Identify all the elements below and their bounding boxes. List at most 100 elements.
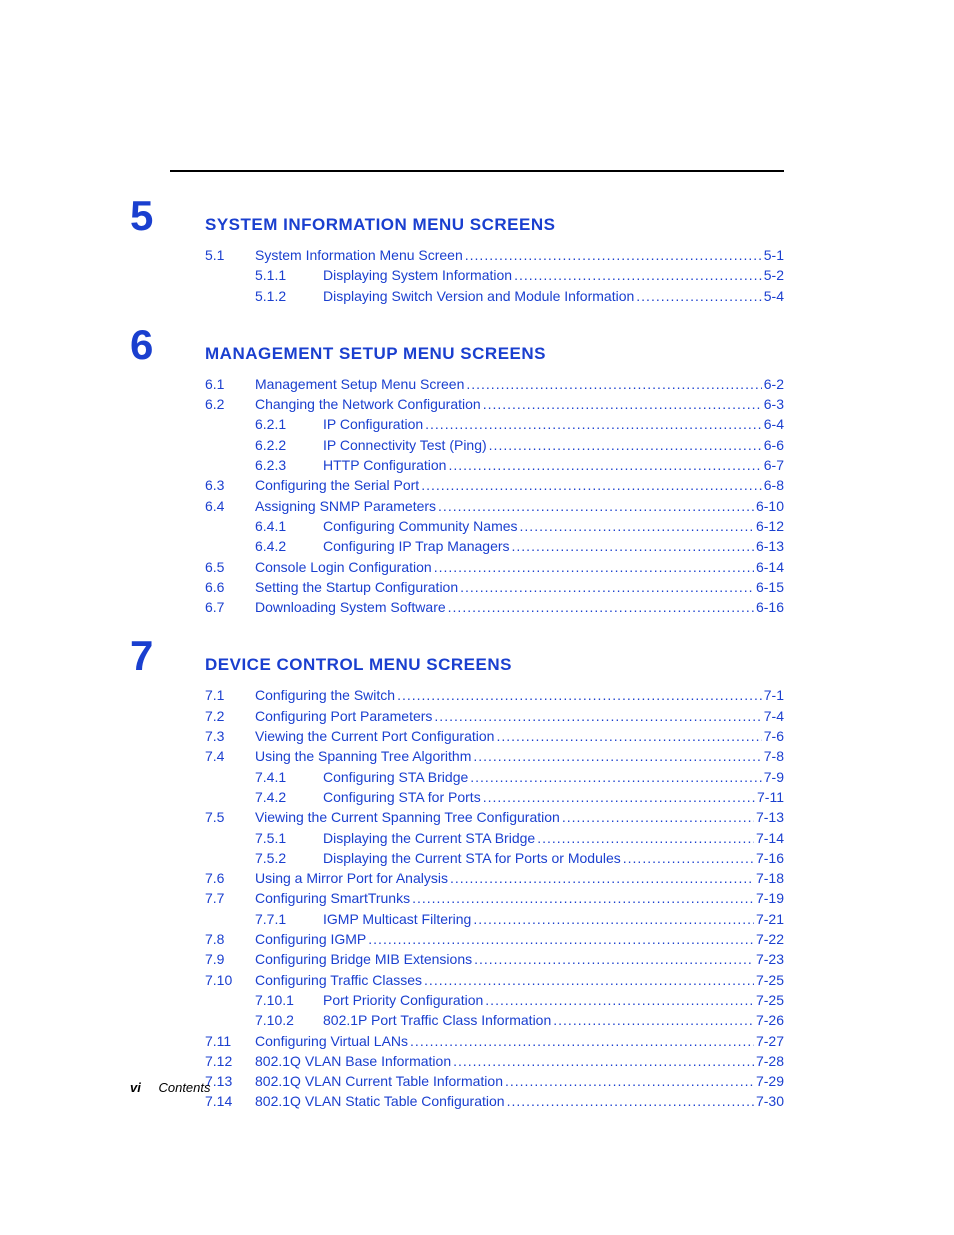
toc-leader-dots — [448, 868, 754, 888]
toc-entry[interactable]: 7.2Configuring Port Parameters7-4 — [205, 706, 784, 726]
toc-entry[interactable]: 7.4.2Configuring STA for Ports7-11 — [205, 787, 784, 807]
toc-entry-title: IP Configuration — [323, 414, 423, 434]
toc-entry-number: 6.1 — [205, 374, 255, 394]
toc-entry-number: 7.13 — [205, 1071, 255, 1091]
toc-entry[interactable]: 7.6Using a Mirror Port for Analysis7-18 — [205, 868, 784, 888]
toc-entry-number: 7.10.1 — [255, 990, 323, 1010]
toc-entry-page: 7-16 — [754, 848, 784, 868]
toc-entry-number: 6.2.2 — [255, 435, 323, 455]
toc-content: 5SYSTEM INFORMATION MENU SCREENS 5.1Syste… — [130, 195, 784, 1112]
toc-entry-page: 7-26 — [754, 1010, 784, 1030]
toc-entry[interactable]: 7.12802.1Q VLAN Base Information7-28 — [205, 1051, 784, 1071]
toc-entry[interactable]: 7.5.2Displaying the Current STA for Port… — [205, 848, 784, 868]
toc-entry[interactable]: 6.4.2Configuring IP Trap Managers6-13 — [205, 536, 784, 556]
chapter-title[interactable]: SYSTEM INFORMATION MENU SCREENS — [205, 215, 555, 235]
toc-entry-number: 7.14 — [205, 1091, 255, 1111]
toc-entry[interactable]: 7.14802.1Q VLAN Static Table Configurati… — [205, 1091, 784, 1111]
toc-entry[interactable]: 6.4.1Configuring Community Names 6-12 — [205, 516, 784, 536]
toc-entry[interactable]: 7.4Using the Spanning Tree Algorithm7-8 — [205, 746, 784, 766]
toc-entry-title: Using a Mirror Port for Analysis — [255, 868, 448, 888]
toc-entry[interactable]: 6.1Management Setup Menu Screen6-2 — [205, 374, 784, 394]
toc-entry-title: Assigning SNMP Parameters — [255, 496, 436, 516]
toc-entry-number: 7.8 — [205, 929, 255, 949]
toc-leader-dots — [395, 685, 762, 705]
toc-entry-title: Displaying System Information — [323, 265, 512, 285]
toc-entry-page: 7-30 — [754, 1091, 784, 1111]
toc-entry[interactable]: 7.8Configuring IGMP7-22 — [205, 929, 784, 949]
toc-leader-dots — [419, 475, 762, 495]
chapter-heading: 5SYSTEM INFORMATION MENU SCREENS — [130, 195, 784, 237]
toc-leader-dots — [487, 435, 762, 455]
toc-entry-number: 7.12 — [205, 1051, 255, 1071]
chapter-title[interactable]: DEVICE CONTROL MENU SCREENS — [205, 655, 512, 675]
toc-entry[interactable]: 7.9Configuring Bridge MIB Extensions7-23 — [205, 949, 784, 969]
toc-entry-number: 6.4.1 — [255, 516, 323, 536]
toc-entry[interactable]: 5.1.1Displaying System Information5-2 — [205, 265, 784, 285]
toc-entry-page: 6-3 — [762, 394, 784, 414]
toc-entry[interactable]: 7.13802.1Q VLAN Current Table Informatio… — [205, 1071, 784, 1091]
toc-leader-dots — [510, 536, 754, 556]
chapter-title[interactable]: MANAGEMENT SETUP MENU SCREENS — [205, 344, 546, 364]
toc-entry-number: 7.11 — [205, 1031, 255, 1051]
toc-entry[interactable]: 7.10.1Port Priority Configuration7-25 — [205, 990, 784, 1010]
toc-leader-dots — [468, 767, 762, 787]
toc-entry-title: Configuring STA for Ports — [323, 787, 481, 807]
toc-entry-page: 7-22 — [754, 929, 784, 949]
toc-entry-title: Using the Spanning Tree Algorithm — [255, 746, 471, 766]
toc-entry[interactable]: 7.10.2802.1P Port Traffic Class Informat… — [205, 1010, 784, 1030]
toc-entry[interactable]: 6.3Configuring the Serial Port6-8 — [205, 475, 784, 495]
toc-entry-page: 6-16 — [754, 597, 784, 617]
toc-leader-dots — [621, 848, 754, 868]
toc-entry-page: 6-10 — [754, 496, 784, 516]
chapter-block: 5SYSTEM INFORMATION MENU SCREENS 5.1Syste… — [130, 195, 784, 306]
page-footer: vi Contents — [130, 1080, 211, 1095]
toc-entry-page: 7-4 — [762, 706, 784, 726]
toc-leader-dots — [446, 597, 754, 617]
toc-entry-page: 6-12 — [754, 516, 784, 536]
toc-entry-number: 7.10 — [205, 970, 255, 990]
toc-entry[interactable]: 5.1.2Displaying Switch Version and Modul… — [205, 286, 784, 306]
toc-entry[interactable]: 6.6Setting the Startup Configuration6-15 — [205, 577, 784, 597]
toc-entry-page: 6-7 — [762, 455, 784, 475]
toc-entry[interactable]: 6.2.2IP Connectivity Test (Ping)6-6 — [205, 435, 784, 455]
toc-entry[interactable]: 6.4Assigning SNMP Parameters6-10 — [205, 496, 784, 516]
toc-entry-page: 7-21 — [754, 909, 784, 929]
chapter-number[interactable]: 5 — [130, 195, 205, 237]
toc-entry-number: 7.4.2 — [255, 787, 323, 807]
toc-entry-title: Downloading System Software — [255, 597, 446, 617]
toc-entry-number: 6.2 — [205, 394, 255, 414]
toc-leader-dots — [481, 787, 755, 807]
toc-entry-number: 7.2 — [205, 706, 255, 726]
toc-entry[interactable]: 7.3Viewing the Current Port Configuratio… — [205, 726, 784, 746]
toc-entry-page: 7-1 — [762, 685, 784, 705]
toc-leader-dots — [464, 374, 761, 394]
toc-entry-page: 6-6 — [762, 435, 784, 455]
toc-entry-number: 7.4 — [205, 746, 255, 766]
toc-entry[interactable]: 7.5.1Displaying the Current STA Bridge7-… — [205, 828, 784, 848]
toc-entry[interactable]: 5.1System Information Menu Screen5-1 — [205, 245, 784, 265]
chapter-number[interactable]: 7 — [130, 635, 205, 677]
toc-entry[interactable]: 6.2.1IP Configuration6-4 — [205, 414, 784, 434]
toc-entry-page: 7-19 — [754, 888, 784, 908]
toc-entry-title: Configuring Community Names — [323, 516, 518, 536]
toc-entry[interactable]: 7.1Configuring the Switch7-1 — [205, 685, 784, 705]
toc-entry[interactable]: 7.5Viewing the Current Spanning Tree Con… — [205, 807, 784, 827]
toc-entry[interactable]: 7.7.1IGMP Multicast Filtering7-21 — [205, 909, 784, 929]
toc-entry[interactable]: 6.2.3HTTP Configuration6-7 — [205, 455, 784, 475]
toc-entry[interactable]: 7.4.1Configuring STA Bridge7-9 — [205, 767, 784, 787]
toc-entry-number: 7.5 — [205, 807, 255, 827]
toc-entry[interactable]: 7.7Configuring SmartTrunks7-19 — [205, 888, 784, 908]
toc-entry-number: 7.9 — [205, 949, 255, 969]
toc-entry[interactable]: 7.10Configuring Traffic Classes7-25 — [205, 970, 784, 990]
toc-entry-title: 802.1P Port Traffic Class Information — [323, 1010, 551, 1030]
toc-entry-title: Configuring Traffic Classes — [255, 970, 422, 990]
toc-entry-page: 7-6 — [762, 726, 784, 746]
toc-leader-dots — [551, 1010, 754, 1030]
toc-entry[interactable]: 7.11Configuring Virtual LANs7-27 — [205, 1031, 784, 1051]
toc-entry[interactable]: 6.7Downloading System Software6-16 — [205, 597, 784, 617]
toc-entry[interactable]: 6.5Console Login Configuration6-14 — [205, 557, 784, 577]
toc-entry[interactable]: 6.2Changing the Network Configuration6-3 — [205, 394, 784, 414]
toc-entry-page: 7-25 — [754, 990, 784, 1010]
toc-entry-title: 802.1Q VLAN Base Information — [255, 1051, 451, 1071]
chapter-number[interactable]: 6 — [130, 324, 205, 366]
